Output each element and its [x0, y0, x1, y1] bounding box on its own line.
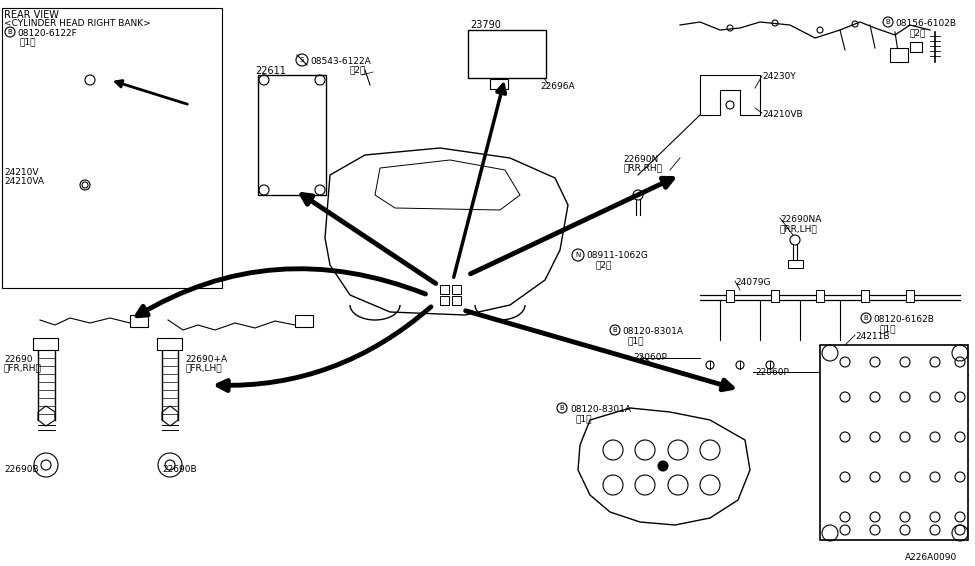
FancyBboxPatch shape [452, 285, 461, 294]
Circle shape [633, 190, 643, 200]
FancyBboxPatch shape [295, 315, 313, 327]
FancyBboxPatch shape [820, 345, 968, 540]
Text: 22060P: 22060P [633, 353, 667, 362]
Text: B: B [885, 19, 890, 25]
Text: 22690B: 22690B [4, 465, 39, 474]
Text: B: B [560, 405, 565, 411]
Text: （2）: （2） [596, 260, 612, 269]
FancyBboxPatch shape [890, 48, 908, 62]
Text: 08543-6122A: 08543-6122A [310, 57, 370, 66]
Text: （FR,RH）: （FR,RH） [4, 363, 42, 372]
FancyBboxPatch shape [2, 8, 222, 288]
FancyBboxPatch shape [861, 290, 869, 302]
Text: S: S [300, 57, 304, 63]
Text: 22060P: 22060P [755, 368, 789, 377]
Text: 22611: 22611 [255, 66, 286, 76]
Text: 08120-8301A: 08120-8301A [570, 405, 631, 414]
Text: B: B [8, 29, 13, 35]
Circle shape [658, 461, 668, 471]
Text: N: N [575, 252, 581, 258]
Text: 22690+A: 22690+A [185, 355, 227, 364]
FancyBboxPatch shape [468, 30, 546, 78]
FancyBboxPatch shape [452, 296, 461, 305]
Text: B: B [864, 315, 869, 321]
Text: A226A0090: A226A0090 [905, 553, 957, 562]
Text: 08911-1062G: 08911-1062G [586, 251, 647, 260]
Text: 24210VB: 24210VB [762, 110, 802, 119]
FancyBboxPatch shape [440, 285, 449, 294]
FancyBboxPatch shape [788, 260, 803, 268]
Text: <CYLINDER HEAD RIGHT BANK>: <CYLINDER HEAD RIGHT BANK> [4, 19, 151, 28]
Text: （FR,LH）: （FR,LH） [185, 363, 221, 372]
Text: 24210V: 24210V [4, 168, 38, 177]
Text: （RR,RH）: （RR,RH） [623, 163, 662, 172]
Text: 24211B: 24211B [855, 332, 889, 341]
Text: （RR,LH）: （RR,LH） [780, 224, 818, 233]
Text: 24210VA: 24210VA [4, 177, 44, 186]
Text: 22690N: 22690N [623, 155, 658, 164]
Text: （2）: （2） [910, 28, 926, 37]
Text: （1）: （1） [880, 324, 896, 333]
Text: （2）: （2） [350, 65, 367, 74]
Text: 23790: 23790 [470, 20, 501, 30]
Text: （1）: （1） [20, 37, 36, 46]
FancyBboxPatch shape [816, 290, 824, 302]
Circle shape [790, 235, 800, 245]
FancyBboxPatch shape [130, 315, 148, 327]
Text: （1）: （1） [628, 336, 644, 345]
FancyBboxPatch shape [33, 338, 58, 350]
FancyBboxPatch shape [910, 42, 922, 52]
Text: （1）: （1） [575, 414, 592, 423]
FancyBboxPatch shape [157, 338, 182, 350]
FancyBboxPatch shape [771, 290, 779, 302]
Text: 22696A: 22696A [540, 82, 574, 91]
Text: 08120-8301A: 08120-8301A [622, 327, 683, 336]
Text: 22690B: 22690B [162, 465, 197, 474]
FancyBboxPatch shape [258, 75, 326, 195]
Text: 24079G: 24079G [735, 278, 770, 287]
Text: 08156-6102B: 08156-6102B [895, 19, 956, 28]
FancyBboxPatch shape [490, 79, 508, 89]
Text: 22690: 22690 [4, 355, 32, 364]
Text: 08120-6122F: 08120-6122F [17, 29, 77, 38]
Text: REAR VIEW: REAR VIEW [4, 10, 58, 20]
Text: 08120-6162B: 08120-6162B [873, 315, 934, 324]
Text: 22690NA: 22690NA [780, 215, 821, 224]
FancyBboxPatch shape [726, 290, 734, 302]
Text: B: B [612, 327, 617, 333]
FancyBboxPatch shape [440, 296, 449, 305]
Text: 24230Y: 24230Y [762, 72, 796, 81]
FancyBboxPatch shape [906, 290, 914, 302]
